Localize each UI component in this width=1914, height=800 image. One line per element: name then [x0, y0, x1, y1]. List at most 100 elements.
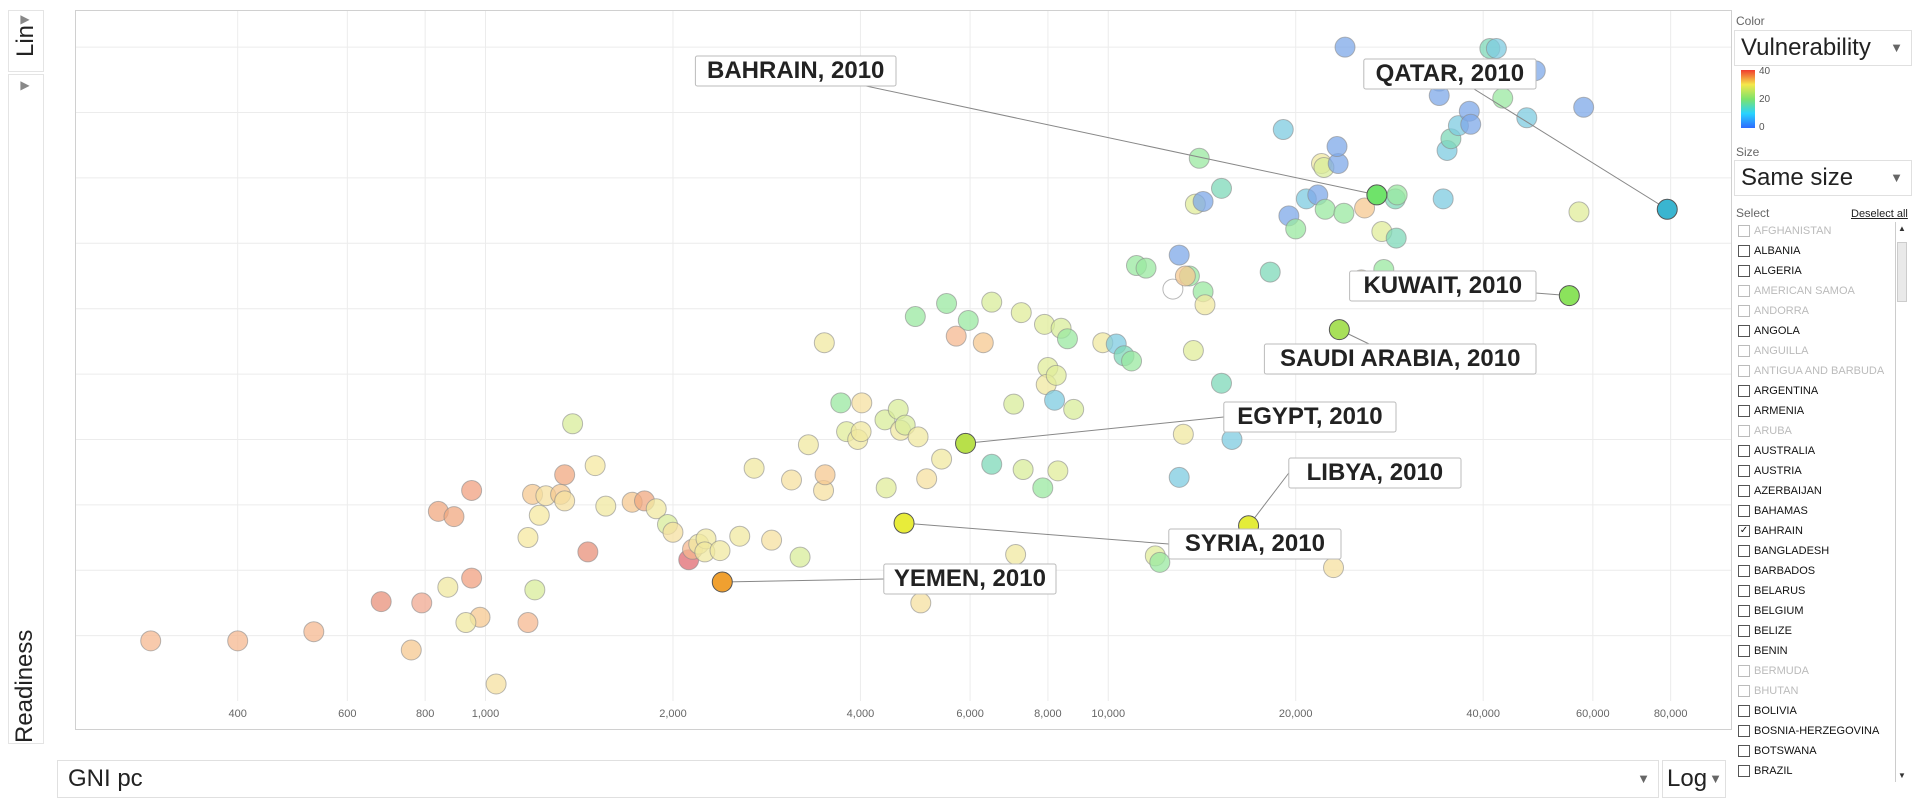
country-checkbox[interactable]	[1738, 725, 1750, 737]
data-point	[1492, 87, 1514, 109]
y-scale-expand-icon[interactable]: ▶	[20, 12, 30, 26]
data-point	[1174, 265, 1196, 287]
country-list-item[interactable]: ALBANIA	[1736, 242, 1894, 262]
country-checkbox[interactable]	[1738, 685, 1750, 697]
country-checkbox[interactable]	[1738, 605, 1750, 617]
scroll-down-icon[interactable]: ▼	[1898, 771, 1906, 780]
country-checkbox[interactable]	[1738, 345, 1750, 357]
country-checkbox[interactable]	[1738, 645, 1750, 657]
country-checkbox[interactable]	[1738, 585, 1750, 597]
y-axis-expand-icon[interactable]: ▶	[20, 78, 30, 92]
country-list-item[interactable]: ANGUILLA	[1736, 342, 1894, 362]
country-checkbox[interactable]	[1738, 285, 1750, 297]
country-list-item[interactable]: BAHAMAS	[1736, 502, 1894, 522]
country-checkbox[interactable]	[1738, 385, 1750, 397]
plot-area[interactable]: 152025303540455055604006008001,0002,0004…	[75, 10, 1732, 730]
country-checkbox[interactable]	[1738, 505, 1750, 517]
x-scale-selector[interactable]: Log ▼	[1662, 760, 1726, 798]
callout-label: YEMEN, 2010	[894, 565, 1046, 592]
country-list-item[interactable]: BELGIUM	[1736, 602, 1894, 622]
country-checkbox[interactable]	[1738, 265, 1750, 277]
country-list-item[interactable]: AZERBAIJAN	[1736, 482, 1894, 502]
data-point	[1045, 364, 1067, 386]
country-list-item[interactable]: ARMENIA	[1736, 402, 1894, 422]
country-list-item[interactable]: ARUBA	[1736, 422, 1894, 442]
country-list-item[interactable]: BOSNIA-HERZEGOVINA	[1736, 722, 1894, 742]
data-point	[1573, 96, 1595, 118]
deselect-all-link[interactable]: Deselect all	[1851, 208, 1908, 220]
chevron-down-icon: ▼	[1709, 771, 1722, 786]
country-list-item[interactable]: BOLIVIA	[1736, 702, 1894, 722]
data-point	[1272, 119, 1294, 141]
x-axis-selector[interactable]: GNI pc ▼	[57, 760, 1659, 798]
highlighted-point	[1366, 184, 1388, 206]
data-point	[850, 421, 872, 443]
data-point	[936, 292, 958, 314]
data-point	[1182, 340, 1204, 362]
country-checkbox[interactable]	[1738, 465, 1750, 477]
country-list-item[interactable]: BENIN	[1736, 642, 1894, 662]
country-checkbox[interactable]	[1738, 705, 1750, 717]
country-list-item[interactable]: ARGENTINA	[1736, 382, 1894, 402]
country-list-item[interactable]: AFGHANISTAN	[1736, 222, 1894, 242]
data-point	[1516, 107, 1538, 129]
country-list-item[interactable]: ANTIGUA AND BARBUDA	[1736, 362, 1894, 382]
country-checkbox[interactable]	[1738, 405, 1750, 417]
data-point	[524, 579, 546, 601]
scrollbar-thumb[interactable]	[1897, 242, 1907, 302]
x-tick-label: 80,000	[1654, 708, 1688, 720]
data-point	[437, 576, 459, 598]
data-point	[1149, 551, 1171, 573]
country-list-item[interactable]: BANGLADESH	[1736, 542, 1894, 562]
data-point	[1432, 188, 1454, 210]
country-list-item[interactable]: BOTSWANA	[1736, 742, 1894, 762]
country-checkbox[interactable]	[1738, 665, 1750, 677]
country-name: BAHRAIN	[1754, 525, 1803, 537]
country-list-item[interactable]: AUSTRIA	[1736, 462, 1894, 482]
country-list-item[interactable]: BARBADOS	[1736, 562, 1894, 582]
country-checkbox[interactable]	[1738, 485, 1750, 497]
country-checkbox[interactable]	[1738, 765, 1750, 777]
data-point	[455, 612, 477, 634]
country-checkbox[interactable]	[1738, 745, 1750, 757]
country-checkbox[interactable]	[1738, 565, 1750, 577]
country-checkbox[interactable]	[1738, 425, 1750, 437]
scroll-up-icon[interactable]: ▲	[1898, 224, 1906, 233]
size-selector[interactable]: Same size ▼	[1734, 160, 1912, 196]
country-checkbox[interactable]: ✓	[1738, 525, 1750, 537]
country-list-item[interactable]: ✓ BAHRAIN	[1736, 522, 1894, 542]
data-point	[303, 621, 325, 643]
country-checkbox[interactable]	[1738, 625, 1750, 637]
country-checkbox[interactable]	[1738, 245, 1750, 257]
country-list-item[interactable]: BELARUS	[1736, 582, 1894, 602]
y-scale-selector[interactable]: Lin	[8, 10, 44, 72]
callout-label: SAUDI ARABIA, 2010	[1280, 345, 1521, 372]
country-checkbox[interactable]	[1738, 445, 1750, 457]
highlighted-point	[893, 512, 915, 534]
callout-label: QATAR, 2010	[1376, 60, 1525, 87]
country-list-scrollbar[interactable]: ▲ ▼	[1895, 222, 1908, 782]
callout-box	[1168, 528, 1342, 560]
country-list-item[interactable]: AUSTRALIA	[1736, 442, 1894, 462]
country-list-item[interactable]: BRAZIL	[1736, 762, 1894, 782]
country-checkbox[interactable]	[1738, 325, 1750, 337]
color-selector[interactable]: Vulnerability ▼	[1734, 30, 1912, 66]
country-list-item[interactable]: AMERICAN SAMOA	[1736, 282, 1894, 302]
country-list-item[interactable]: ANDORRA	[1736, 302, 1894, 322]
data-point	[1010, 302, 1032, 324]
country-checkbox[interactable]	[1738, 365, 1750, 377]
country-list-item[interactable]: BHUTAN	[1736, 682, 1894, 702]
country-list-item[interactable]: ALGERIA	[1736, 262, 1894, 282]
country-list-item[interactable]: BELIZE	[1736, 622, 1894, 642]
callout-label: LIBYA, 2010	[1307, 459, 1444, 486]
y-axis-selector[interactable]: Readiness	[8, 74, 44, 744]
country-checkbox[interactable]	[1738, 305, 1750, 317]
country-checkbox[interactable]	[1738, 225, 1750, 237]
data-point	[517, 527, 539, 549]
x-tick-label: 2,000	[659, 708, 687, 720]
color-value: Vulnerability	[1741, 34, 1871, 61]
country-list-item[interactable]: BERMUDA	[1736, 662, 1894, 682]
country-checkbox[interactable]	[1738, 545, 1750, 557]
size-label: Size	[1736, 145, 1760, 159]
country-list-item[interactable]: ANGOLA	[1736, 322, 1894, 342]
